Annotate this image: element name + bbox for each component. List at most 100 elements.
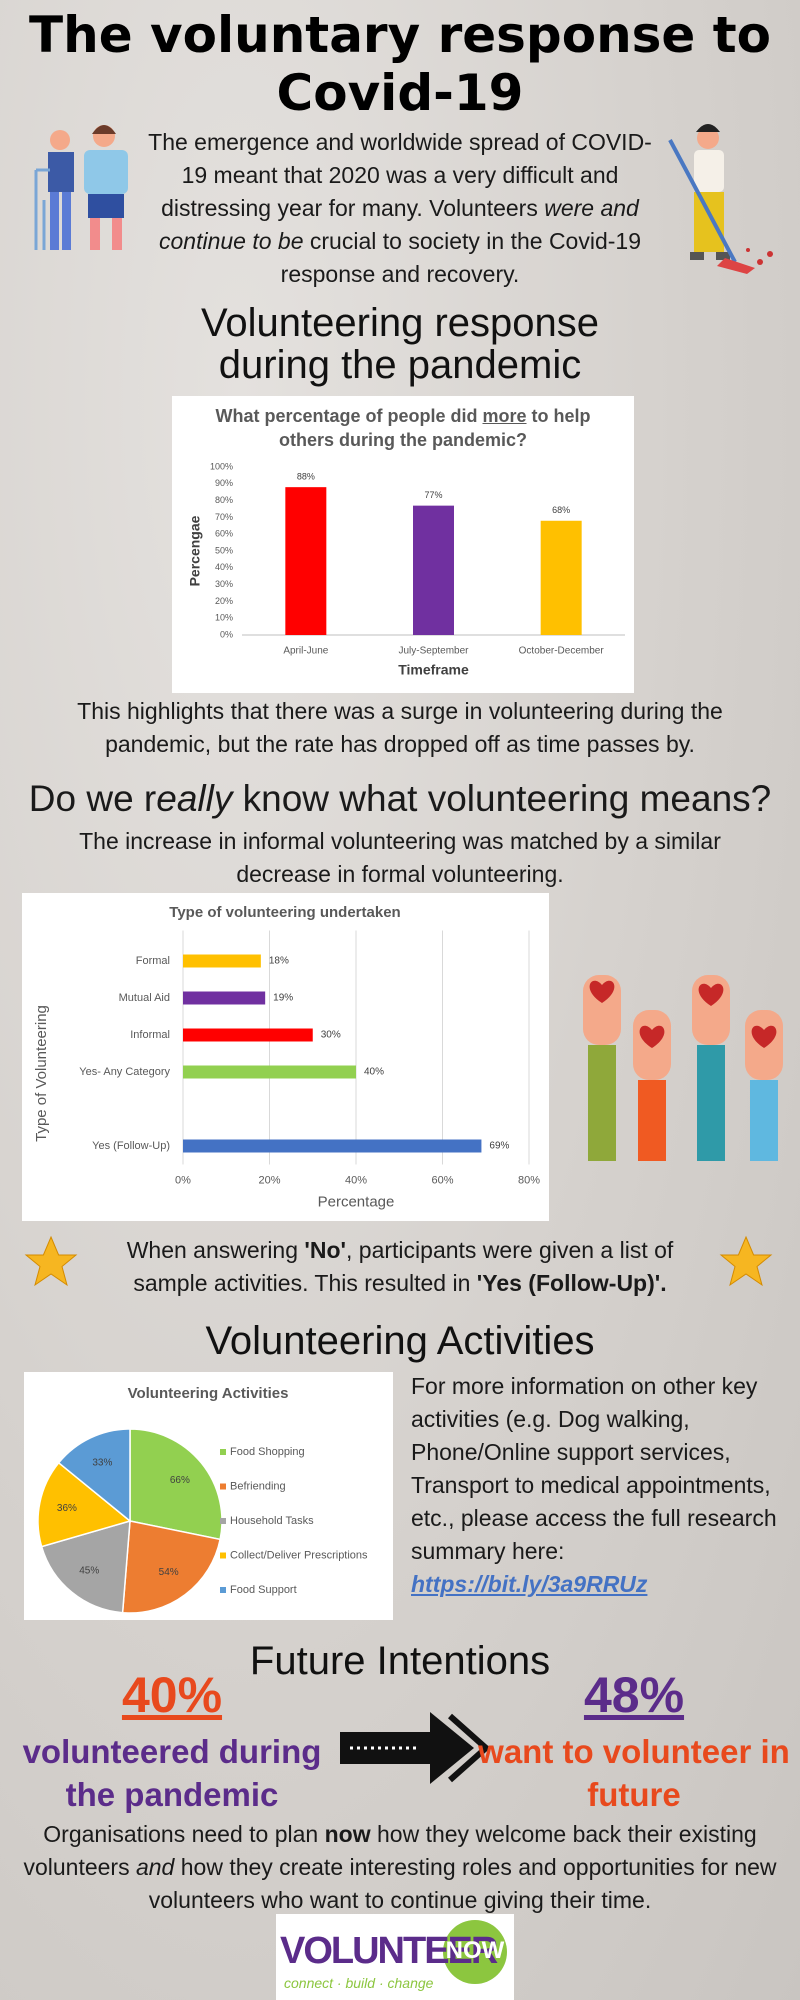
stat-label: want to volunteer in future: [478, 1733, 790, 1813]
heading-text: Do we r: [28, 778, 157, 819]
y-tick-label: 0%: [220, 629, 233, 639]
value-label: 30%: [321, 1030, 341, 1041]
value-label: 68%: [552, 505, 570, 515]
y-tick-label: 70%: [215, 512, 233, 522]
closing-text: how they welcome back their existing vol…: [23, 1821, 757, 1880]
bar: [413, 505, 454, 635]
value-label: 77%: [424, 490, 442, 500]
y-tick-label: Yes- Any Category: [79, 1066, 170, 1078]
value-label: 40%: [364, 1067, 384, 1078]
intro-emphasis: were and continue to be: [158, 195, 639, 254]
section-text: For more information on other key activi…: [411, 1370, 791, 1601]
x-tick-label: October-December: [519, 646, 605, 657]
y-tick-label: 10%: [215, 613, 233, 623]
bar: [540, 520, 582, 635]
y-tick-label: 60%: [215, 529, 233, 539]
legend-label: Food Support: [230, 1584, 297, 1596]
value-label: 36%: [57, 1503, 77, 1514]
info-text: For more information on other key activi…: [411, 1373, 777, 1564]
intro-text: The emergence and worldwide spread of CO…: [148, 129, 652, 221]
legend-label: Befriending: [230, 1480, 286, 1492]
legend-label: Household Tasks: [230, 1515, 314, 1527]
logo-circle: [443, 1920, 507, 1984]
logo-tagline: connect · build · change: [284, 1975, 434, 1991]
bar: [183, 1028, 313, 1042]
x-tick-label: July-September: [398, 646, 469, 657]
chart-box: Type of volunteering undertaken 0% 20% 40% 6…: [22, 893, 549, 1221]
page-title: The voluntary response to Covid-19: [29, 6, 771, 122]
bar: [183, 954, 261, 968]
illustration-people: [34, 125, 128, 250]
bar: [183, 991, 266, 1005]
chart-title: What percentage of people did more to he…: [213, 404, 593, 452]
bar: [183, 1139, 482, 1153]
closing-text: how they create interesting roles and op…: [148, 1854, 777, 1913]
bar: [183, 1065, 356, 1079]
chart-box: 0% 10% 20% 30% 40% 50% 60% 70% 80% 90% 100% 88% Apri…: [172, 396, 634, 693]
heading-text: know what volunteering means?: [232, 778, 772, 819]
y-tick-label: Mutual Aid: [119, 992, 170, 1004]
chart-title-text: What percentage of people did: [215, 406, 483, 426]
pie-chart: Volunteering Activities 66% Food Shopping 5…: [37, 1385, 368, 1614]
note-emphasis: 'No': [304, 1237, 347, 1263]
chart-title-emphasis: more: [482, 406, 527, 426]
pie-slice: [37, 1461, 132, 1548]
pie-slice: [40, 1519, 131, 1614]
chart-title-text: to help others during the pandemic?: [278, 406, 591, 450]
value-label: 54%: [159, 1567, 179, 1578]
illustration-sweeper: [668, 124, 773, 274]
arrow: [340, 1712, 491, 1784]
x-axis-label: Timeframe: [398, 662, 469, 678]
y-tick-label: Yes (Follow-Up): [92, 1140, 170, 1152]
intro: The emergence and worldwide spread of CO…: [145, 126, 655, 291]
value-label: 69%: [489, 1141, 509, 1152]
section-text: The increase in informal volunteering wa…: [79, 828, 721, 887]
logo-word: VOLUNTEER: [280, 1930, 498, 1972]
intro-text: crucial to society in the Covid-19 respo…: [280, 228, 641, 287]
star: [719, 1235, 773, 1287]
legend-label: Food Shopping: [230, 1446, 305, 1458]
value-label: 33%: [92, 1457, 112, 1468]
section-heading: Future Intentions: [249, 1639, 551, 1683]
logo-word: NOW: [445, 1937, 505, 1964]
note-text: , participants were given a list of samp…: [133, 1237, 674, 1296]
value-label: 19%: [273, 993, 293, 1004]
x-tick-label: 0%: [175, 1174, 191, 1186]
y-tick-label: 100%: [210, 461, 233, 471]
illustration-hands: [583, 975, 783, 1161]
bar-chart: Type of volunteering undertaken 0% 20% 40% 6…: [33, 904, 540, 1211]
value-label: 18%: [269, 956, 289, 967]
star: [24, 1235, 78, 1287]
legend-label: Collect/Deliver Prescriptions: [230, 1549, 368, 1561]
closing: Organisations need to plan now how they …: [15, 1818, 785, 1917]
note-emphasis: 'Yes (Follow-Up)'.: [476, 1270, 667, 1296]
section-heading: Volunteering response during the pandemi…: [200, 301, 600, 387]
x-tick-label: 80%: [518, 1174, 540, 1186]
y-tick-label: 30%: [215, 579, 233, 589]
closing-emphasis: now: [324, 1821, 371, 1847]
y-tick-label: 90%: [215, 478, 233, 488]
chart-box: Volunteering Activities 66% Food Shopping 5…: [24, 1372, 393, 1620]
heading-emphasis: eally: [156, 778, 233, 819]
stat-value: 40%: [121, 1667, 223, 1723]
y-tick-label: 50%: [215, 545, 233, 555]
caption: This highlights that there was a surge i…: [77, 698, 723, 757]
section-heading: Do we really know what volunteering mean…: [0, 778, 800, 820]
legend-swatch: [220, 1518, 226, 1524]
chart-title: Type of volunteering undertaken: [169, 904, 400, 921]
stat-value: 48%: [583, 1667, 685, 1723]
note-text: When answering: [126, 1237, 305, 1263]
bar: [285, 487, 327, 635]
x-tick-label: 20%: [258, 1174, 280, 1186]
x-tick-label: 40%: [345, 1174, 367, 1186]
y-tick-label: 40%: [215, 562, 233, 572]
y-axis-label: Percengae: [187, 515, 203, 586]
section-heading: Volunteering Activities: [205, 1319, 595, 1363]
closing-text: Organisations need to plan: [43, 1821, 325, 1847]
note: When answering 'No', participants were g…: [100, 1234, 700, 1300]
y-tick-label: 20%: [215, 596, 233, 606]
research-link[interactable]: https://bit.ly/3a9RRUz: [411, 1571, 648, 1597]
legend-swatch: [220, 1587, 226, 1593]
